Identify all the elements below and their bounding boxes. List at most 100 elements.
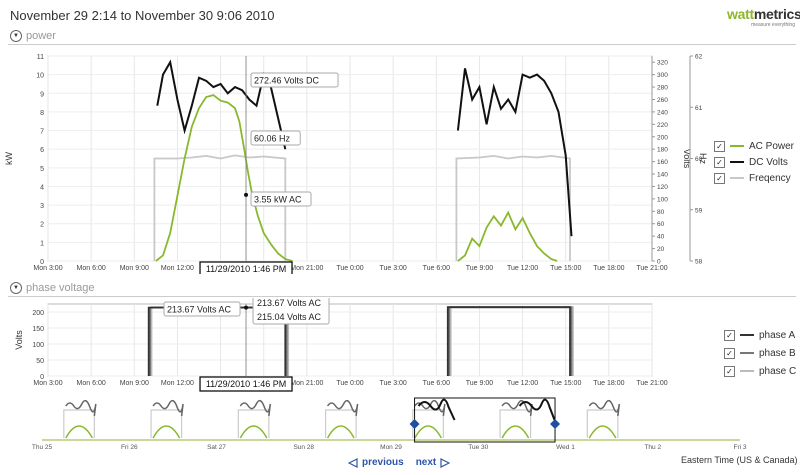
- y-axis-label: Volts: [14, 330, 24, 350]
- checkbox[interactable]: ✓: [724, 329, 735, 341]
- x-tick-label: Mon 21:00: [290, 380, 323, 387]
- y2-tick-label: 200: [657, 134, 668, 141]
- overview-power-line: [152, 425, 181, 439]
- checkbox[interactable]: ✓: [724, 347, 735, 359]
- y2-tick-label: 100: [657, 196, 668, 203]
- series-line-dc-volts: [456, 68, 573, 237]
- overview-tick-label: Sun 28: [293, 444, 314, 451]
- phase-legend-item[interactable]: ✓ phase A: [724, 326, 796, 344]
- next-button[interactable]: next: [416, 457, 451, 468]
- y2-tick-label: 80: [657, 209, 665, 216]
- triangle-right-icon: [440, 457, 451, 468]
- overview-volts-line: [239, 399, 272, 417]
- phase-section-toggle[interactable]: ▼ phase voltage: [10, 282, 95, 294]
- checkbox[interactable]: ✓: [714, 156, 725, 168]
- overview-tick-label: Sat 27: [207, 444, 226, 451]
- y3-tick-label: 62: [695, 54, 703, 61]
- y2-axis-label: Volts: [682, 149, 692, 169]
- tooltip-box: [163, 301, 241, 317]
- series-line-freqency: [455, 154, 571, 261]
- previous-button[interactable]: previous: [348, 457, 404, 468]
- x-tick-label: Mon 9:00: [120, 265, 149, 272]
- x-tick-label: Tue 12:00: [507, 380, 538, 387]
- overview-power-line: [588, 425, 617, 439]
- tooltip-text: 213.67 Volts AC: [167, 305, 232, 315]
- x-tick-label: Tue 3:00: [379, 380, 406, 387]
- power-legend-item[interactable]: ✓ AC Power: [714, 138, 794, 154]
- power-legend-item[interactable]: ✓ DC Volts: [714, 154, 794, 170]
- power-section-toggle[interactable]: ▼ power: [10, 30, 56, 42]
- y-tick-label: 11: [37, 54, 44, 61]
- y3-tick-label: 61: [695, 105, 703, 112]
- y2-tick-label: 220: [657, 122, 668, 129]
- y-tick-label: 100: [32, 342, 44, 349]
- checkbox[interactable]: ✓: [724, 365, 735, 377]
- y2-tick-label: 180: [657, 147, 668, 154]
- x-tick-label: Tue 6:00: [423, 380, 450, 387]
- range-handle-left[interactable]: [409, 419, 420, 429]
- chevron-down-icon: ▼: [10, 282, 22, 294]
- y2-tick-label: 140: [657, 172, 668, 179]
- x-tick-label: Tue 12:00: [507, 265, 538, 272]
- y-tick-label: 3: [40, 203, 44, 210]
- triangle-left-icon: [348, 457, 358, 468]
- y-tick-label: 10: [36, 73, 44, 80]
- x-tick-label: Mon 9:00: [120, 380, 149, 387]
- y2-tick-label: 40: [657, 234, 665, 241]
- checkbox[interactable]: ✓: [714, 172, 725, 184]
- y2-tick-label: 280: [657, 85, 668, 92]
- brand-logo: wattmetrics measure everything: [727, 6, 800, 28]
- overview-power-line: [501, 425, 530, 439]
- tooltip-box: [252, 298, 330, 325]
- checkbox[interactable]: ✓: [714, 140, 725, 152]
- x-tick-label: Tue 15:00: [550, 265, 581, 272]
- overview-navigator[interactable]: Thu 25 Fri 26 Sat 27 Sun 28 Mon 29 Tue 30 Wed …: [0, 394, 800, 454]
- y-tick-label: 7: [40, 129, 44, 136]
- x-tick-label: Mon 3:00: [33, 380, 62, 387]
- divider: [8, 296, 796, 297]
- y2-tick-label: 20: [657, 246, 665, 253]
- overview-freq-line: [150, 409, 183, 438]
- phase-legend: ✓ phase A ✓ phase B ✓ phase C: [724, 326, 796, 380]
- y2-tick-label: 300: [657, 72, 668, 79]
- overview-power-line: [414, 425, 443, 439]
- legend-swatch: [740, 370, 754, 372]
- divider: [8, 44, 796, 45]
- legend-swatch: [740, 352, 754, 354]
- legend-swatch: [730, 145, 744, 147]
- phase-legend-item[interactable]: ✓ phase C: [724, 362, 796, 380]
- x-tick-label: Mon 6:00: [77, 380, 106, 387]
- tooltip-text: 215.04 Volts AC: [257, 312, 322, 322]
- overview-tick-label: Fri 3: [734, 444, 747, 451]
- y2-tick-label: 320: [657, 60, 668, 67]
- y2-tick-label: 0: [657, 259, 661, 266]
- overview-power-line: [326, 425, 355, 439]
- overview-tick-label: Mon 29: [380, 444, 402, 451]
- overview-volts-line: [152, 399, 184, 417]
- x-tick-label: Tue 6:00: [423, 265, 450, 272]
- phase-legend-item[interactable]: ✓ phase B: [724, 344, 796, 362]
- x-tick-label: Tue 0:00: [336, 265, 363, 272]
- crosshair-x-label: 11/29/2010 1:46 PM: [206, 379, 286, 389]
- y-tick-label: 6: [40, 147, 44, 154]
- y-tick-label: 5: [40, 166, 44, 173]
- tooltip-text: 272.46 Volts DC: [254, 76, 320, 86]
- x-tick-label: Mon 6:00: [77, 265, 106, 272]
- power-legend-item[interactable]: ✓ Freqency: [714, 170, 794, 186]
- power-section-label: power: [26, 30, 56, 42]
- overview-selection: [414, 397, 556, 443]
- x-tick-label: Mon 21:00: [290, 265, 323, 272]
- tooltip-text: 60.06 Hz: [254, 134, 291, 144]
- y-tick-label: 8: [40, 110, 44, 117]
- crosshair-x-label: 11/29/2010 1:46 PM: [206, 264, 286, 274]
- y2-tick-label: 120: [657, 184, 668, 191]
- overview-power-line: [65, 425, 94, 439]
- y-tick-label: 9: [40, 91, 44, 98]
- overview-selected-volts: [518, 398, 556, 421]
- y2-tick-label: 240: [657, 109, 668, 116]
- overview-volts-line: [501, 399, 533, 417]
- range-handle-right[interactable]: [550, 419, 561, 429]
- tooltip-text: 213.67 Volts AC: [257, 298, 322, 308]
